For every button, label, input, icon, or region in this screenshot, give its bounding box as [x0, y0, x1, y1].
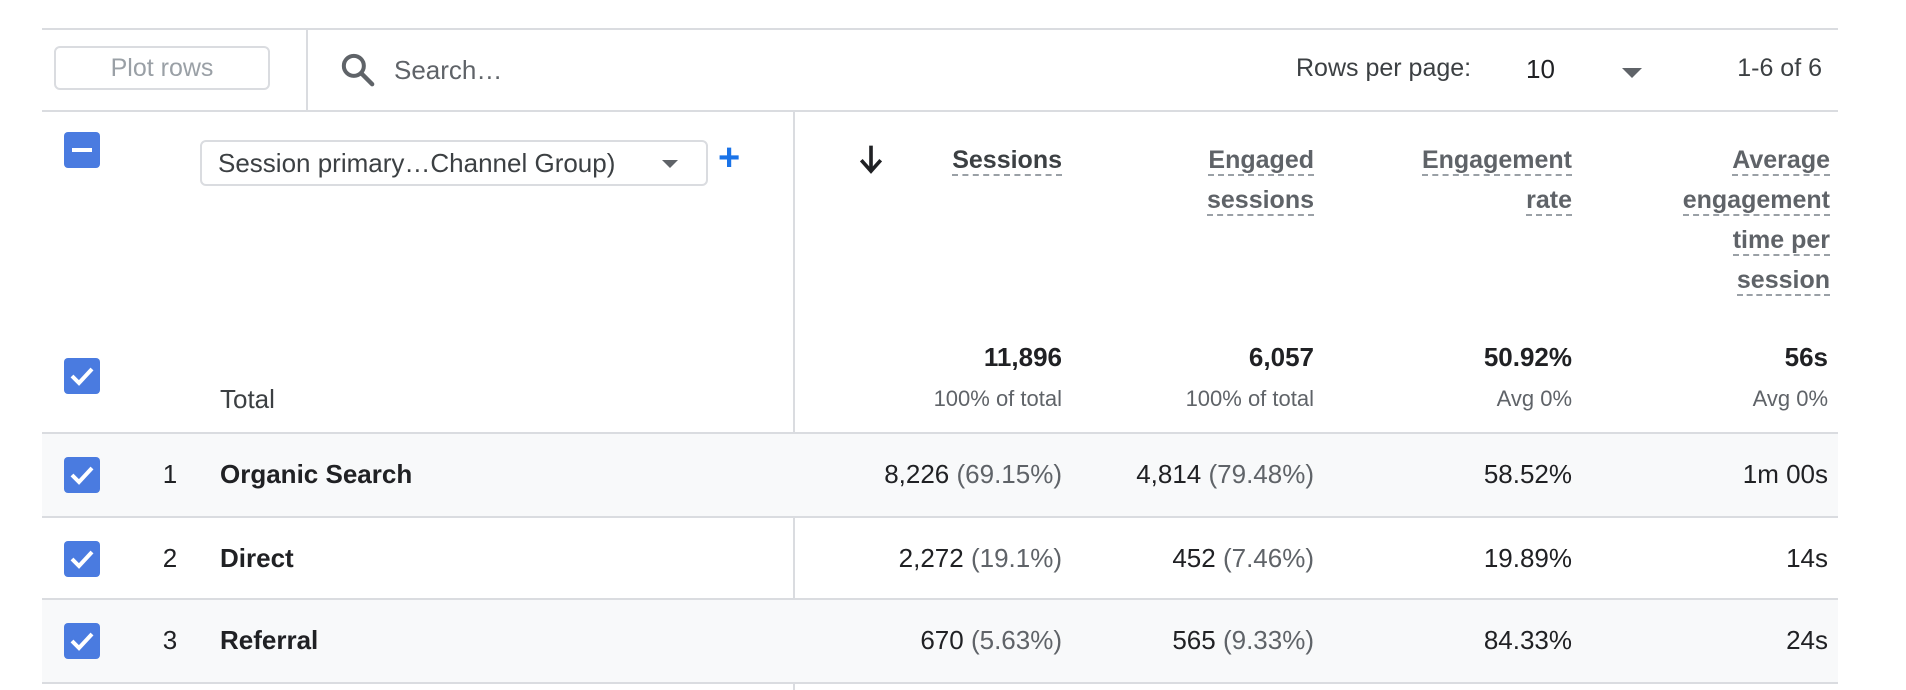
row-checkbox[interactable]	[64, 623, 100, 659]
totals-divider	[42, 432, 1838, 434]
sort-descending-arrow-icon[interactable]	[856, 142, 886, 176]
table-row[interactable]: 1 Organic Search 8,226 (69.15%) 4,814 (7…	[42, 434, 1838, 516]
sessions-cell: 8,226 (69.15%)	[884, 459, 1062, 489]
select-all-checkbox[interactable]	[64, 132, 100, 168]
total-engaged-sessions: 6,057	[1248, 342, 1314, 372]
minus-icon	[72, 148, 92, 152]
total-engagement-rate: 50.92%	[1483, 342, 1572, 372]
engagement-rate-cell: 19.89%	[1483, 543, 1572, 573]
row-number: 3	[162, 625, 178, 655]
pagination-range: 1-6 of 6	[1737, 54, 1822, 82]
sessions-cell: 670 (5.63%)	[920, 625, 1062, 655]
chevron-down-icon[interactable]	[1622, 68, 1642, 78]
search-input[interactable]	[394, 48, 894, 92]
dimension-select[interactable]: Session primary…Channel Group)	[200, 140, 708, 186]
toolbar-divider	[42, 110, 1838, 112]
average-engagement-time-cell: 24s	[1786, 625, 1828, 655]
total-engagement-rate-sub: Avg 0%	[1496, 386, 1572, 411]
caret-down-icon	[662, 160, 678, 168]
column-header-average-engagement-time[interactable]: Average engagement time per session	[1682, 146, 1830, 296]
total-average-engagement-time: 56s	[1784, 342, 1828, 372]
row-number: 1	[162, 459, 178, 489]
table-row[interactable]: 3 Referral 670 (5.63%) 565 (9.33%) 84.33…	[42, 600, 1838, 682]
sessions-cell: 2,272 (19.1%)	[898, 543, 1062, 573]
channel-name: Direct	[220, 543, 294, 573]
check-icon	[70, 367, 94, 386]
row-divider	[42, 598, 1838, 600]
plot-rows-button[interactable]: Plot rows	[54, 46, 270, 90]
total-sessions-share: 100% of total	[933, 386, 1062, 411]
add-dimension-plus-icon[interactable]: +	[718, 137, 741, 179]
column-header-sessions[interactable]: Sessions	[952, 146, 1062, 176]
total-label: Total	[220, 384, 275, 414]
table-row[interactable]: 2 Direct 2,272 (19.1%) 452 (7.46%) 19.89…	[42, 518, 1838, 600]
row-divider	[42, 682, 1838, 684]
rows-per-page-label: Rows per page:	[1296, 54, 1472, 82]
row-number: 2	[162, 543, 178, 573]
toolbar-vertical-divider	[306, 28, 308, 110]
column-header-engaged-sessions[interactable]: Engaged sessions	[1206, 146, 1314, 216]
report-table: Plot rows Rows per page: 10 1-6 of 6 Ses…	[42, 28, 1838, 690]
check-icon	[70, 632, 94, 651]
table-top-border	[42, 28, 1838, 30]
engagement-rate-cell: 84.33%	[1483, 625, 1572, 655]
column-header-engagement-rate[interactable]: Engagement rate	[1421, 146, 1572, 216]
search-icon	[341, 53, 375, 87]
rows-per-page-select[interactable]: 10	[1526, 46, 1678, 92]
channel-name: Organic Search	[220, 459, 413, 489]
engaged-sessions-cell: 452 (7.46%)	[1172, 543, 1314, 573]
average-engagement-time-cell: 1m 00s	[1742, 459, 1828, 489]
dimension-select-label: Session primary…Channel Group)	[218, 147, 616, 178]
total-average-engagement-time-sub: Avg 0%	[1752, 386, 1828, 411]
average-engagement-time-cell: 14s	[1786, 543, 1828, 573]
total-sessions: 11,896	[983, 342, 1062, 372]
engaged-sessions-cell: 4,814 (79.48%)	[1136, 459, 1314, 489]
rows-per-page-value: 10	[1526, 53, 1555, 84]
check-icon	[70, 466, 94, 485]
channel-name: Referral	[220, 625, 319, 655]
engaged-sessions-cell: 565 (9.33%)	[1172, 625, 1314, 655]
total-row-checkbox[interactable]	[64, 358, 100, 394]
check-icon	[70, 550, 94, 569]
row-checkbox[interactable]	[64, 541, 100, 577]
total-engaged-sessions-share: 100% of total	[1185, 386, 1314, 411]
row-divider	[42, 516, 1838, 518]
dimension-column-divider	[793, 110, 795, 690]
engagement-rate-cell: 58.52%	[1483, 459, 1572, 489]
row-checkbox[interactable]	[64, 457, 100, 493]
